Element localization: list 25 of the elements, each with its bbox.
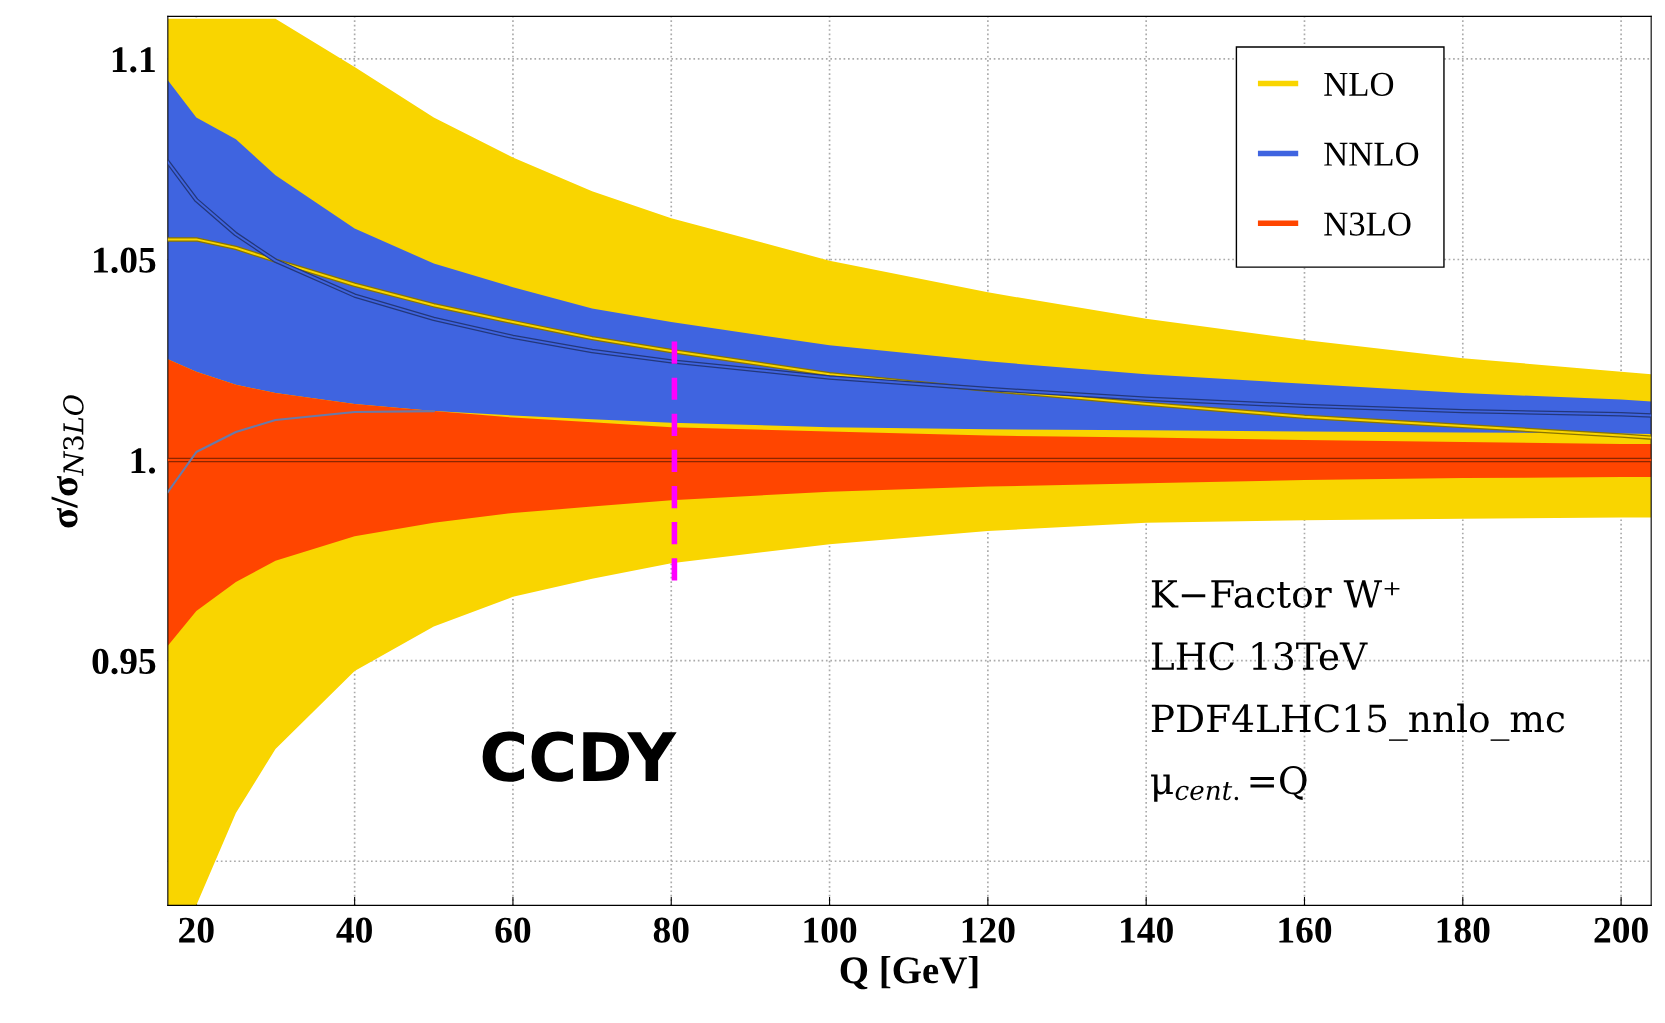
annotation: PDF4LHC15_nnlo_mc — [1151, 703, 1565, 741]
legend-label: N3LO — [1324, 212, 1411, 236]
y-tick-label: 0.95 — [92, 648, 156, 675]
annotation: LHC 13TeV — [1151, 641, 1368, 671]
x-tick-label: 80 — [653, 917, 689, 943]
legend-label: NNLO — [1324, 142, 1419, 166]
x-tick-label: 40 — [336, 917, 372, 943]
y-tick-label: 1.1 — [112, 47, 155, 73]
x-tick-label: 140 — [1121, 917, 1173, 943]
x-tick-label: 100 — [804, 917, 857, 943]
x-tick-label: 200 — [1594, 917, 1648, 943]
annotation: CCDY — [482, 731, 677, 782]
x-tick-label: 180 — [1437, 917, 1490, 943]
y-tick-label: 1.05 — [94, 247, 156, 274]
annotation: μ$_{cent.}$=Q — [1151, 766, 1307, 802]
x-tick-label: 20 — [179, 917, 214, 943]
y-tick-label: 1. — [131, 448, 156, 474]
x-tick-label: 160 — [1279, 917, 1332, 943]
x-tick-label: 60 — [495, 917, 531, 943]
y-axis-title: σ/σ$_{N3LO}$ — [51, 395, 84, 528]
legend-label: NLO — [1324, 72, 1394, 97]
x-tick-label: 120 — [962, 917, 1015, 943]
x-axis-title: Q [GeV] — [840, 956, 978, 990]
annotation: K−Factor W⁺ — [1151, 580, 1400, 609]
line-series — [167, 410, 435, 494]
